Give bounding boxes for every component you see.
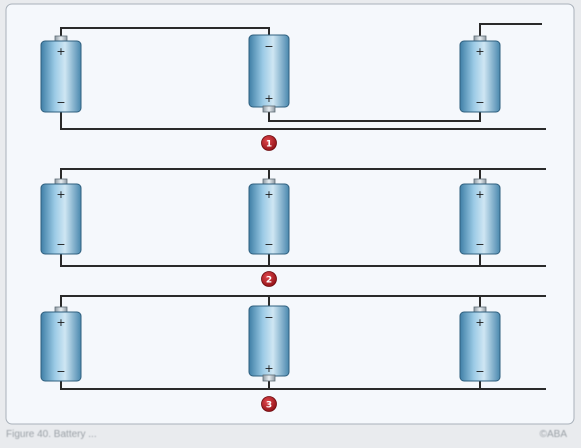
battery-2b: + − (249, 179, 289, 254)
battery-2a: + − (41, 179, 81, 254)
battery-3a-top-terminal: + (56, 316, 65, 329)
badge-3-label: 3 (266, 401, 272, 411)
battery-1a-bottom-terminal: − (56, 96, 65, 109)
battery-2a-top-terminal: + (56, 188, 65, 201)
battery-3c-bottom-terminal: − (475, 365, 484, 378)
battery-3c-top-terminal: + (475, 316, 484, 329)
battery-2b-top-terminal: + (264, 188, 273, 201)
battery-1c-bottom-terminal: − (475, 96, 484, 109)
battery-3a-bottom-terminal: − (56, 365, 65, 378)
battery-2a-bottom-terminal: − (56, 238, 65, 251)
badge-1-label: 1 (266, 140, 272, 150)
battery-3a: + − (41, 307, 81, 381)
badge-1: 1 (262, 136, 277, 151)
battery-3c: + − (460, 307, 500, 381)
battery-2b-bottom-terminal: − (264, 238, 273, 251)
battery-1c: + − (460, 36, 500, 112)
battery-3b: − + (249, 306, 289, 381)
battery-2c-bottom-terminal: − (475, 238, 484, 251)
badge-3: 3 (262, 397, 277, 412)
battery-3b-bottom-terminal: + (264, 362, 273, 375)
figure-credit: ©ABA (540, 429, 567, 440)
badge-2: 2 (262, 272, 277, 287)
battery-1b-top-terminal: − (264, 40, 273, 53)
battery-1c-top-terminal: + (475, 45, 484, 58)
battery-1b: − + (249, 35, 289, 112)
badge-2-label: 2 (266, 276, 272, 286)
battery-2c-top-terminal: + (475, 188, 484, 201)
battery-1a-top-terminal: + (56, 45, 65, 58)
battery-2c: + − (460, 179, 500, 254)
battery-1b-bottom-terminal: + (264, 92, 273, 105)
figure-caption: Figure 40. Battery ... (6, 429, 97, 440)
battery-1a: + − (41, 36, 81, 112)
battery-3b-top-terminal: − (264, 311, 273, 324)
